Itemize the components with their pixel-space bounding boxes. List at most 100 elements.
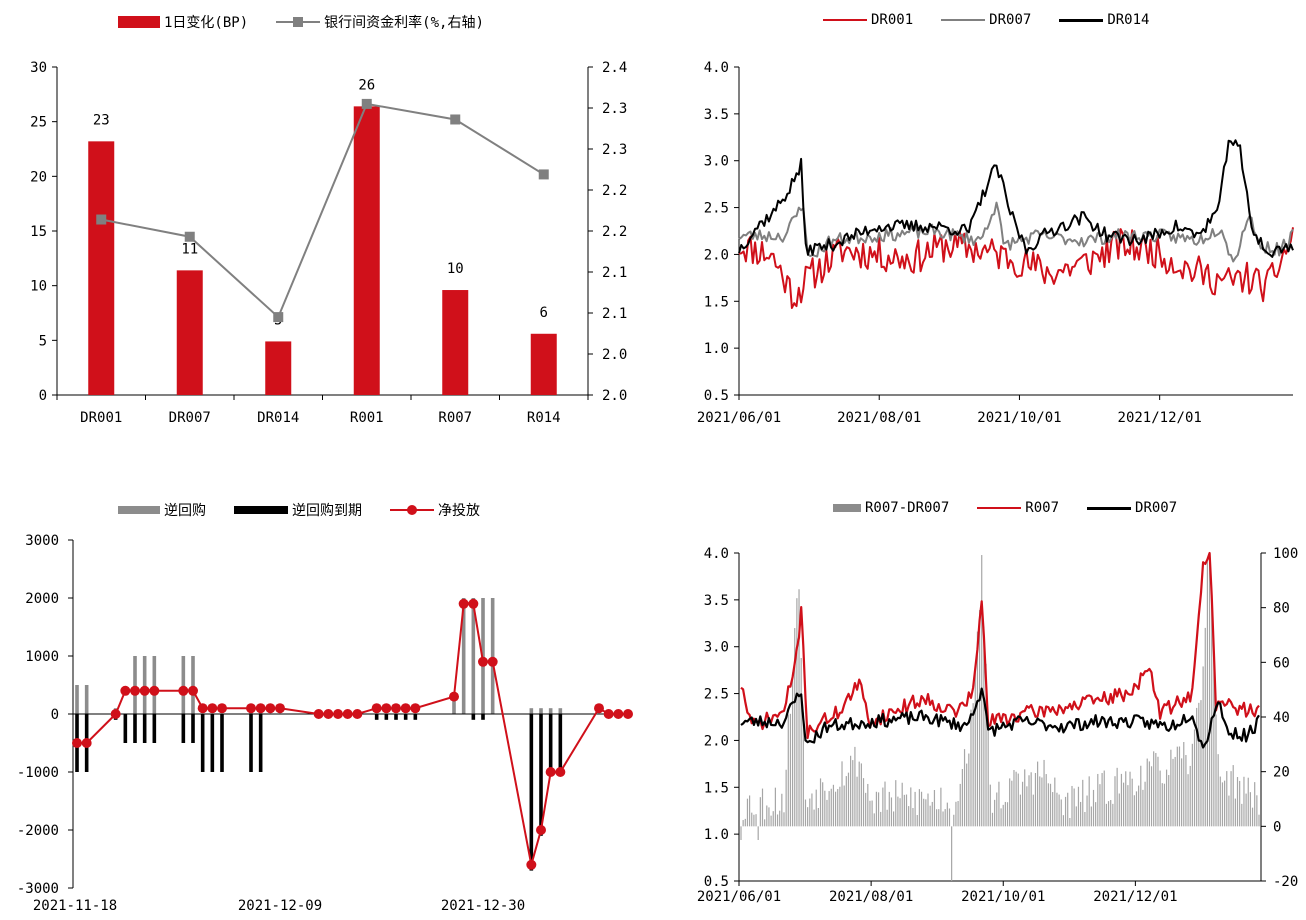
bar xyxy=(176,270,203,395)
bar-spread xyxy=(886,809,888,827)
line-marker xyxy=(120,685,131,696)
x-tick-label: R014 xyxy=(527,410,561,426)
line-marker xyxy=(188,685,198,696)
y-tick-label: -2000 xyxy=(17,823,59,839)
line-marker xyxy=(536,825,546,835)
bar-spread xyxy=(1138,785,1140,827)
bar-spread xyxy=(987,723,989,827)
bar-spread xyxy=(1047,783,1049,827)
bar-spread xyxy=(1191,743,1193,827)
line-marker xyxy=(545,767,556,777)
legend-label: 银行间资金利率(%,右轴) xyxy=(324,15,484,31)
legend-tl: 1日变化(BP) 银行间资金利率(%,右轴) xyxy=(118,12,484,32)
line-marker xyxy=(371,703,382,714)
legend-label: 1日变化(BP) xyxy=(164,15,249,31)
line-marker xyxy=(184,231,195,242)
bar-spread xyxy=(882,787,884,827)
line-marker xyxy=(207,703,218,714)
bar-spread xyxy=(927,793,929,827)
bar-reverse-repo xyxy=(452,696,456,714)
bar-spread xyxy=(1120,773,1123,827)
data-label: 10 xyxy=(447,261,464,277)
bar-spread xyxy=(1129,771,1131,827)
bar-reverse-repo-maturity xyxy=(200,714,205,772)
bar-spread xyxy=(985,663,987,827)
series-line-dr001 xyxy=(738,227,1294,309)
y-tick-label-right: -20 xyxy=(1273,874,1298,890)
bar-spread xyxy=(1155,752,1157,827)
bar-spread xyxy=(923,798,925,827)
bar-spread xyxy=(1159,770,1161,827)
bar-reverse-repo-maturity xyxy=(529,714,534,871)
bar-spread xyxy=(1004,801,1006,827)
bar-spread xyxy=(1239,780,1241,827)
bar-reverse-repo-maturity xyxy=(123,714,128,743)
y-tick-label-left: 2.5 xyxy=(704,687,729,703)
y-tick-label-left: 3.5 xyxy=(704,593,729,609)
line-marker xyxy=(265,703,276,714)
line-marker xyxy=(81,738,92,748)
bar-spread xyxy=(824,790,826,827)
bar-spread xyxy=(1232,765,1234,827)
bar-spread xyxy=(809,798,811,827)
bar-reverse-repo xyxy=(133,656,137,714)
bar-spread xyxy=(1213,658,1215,827)
legend-swatch-bar-icon xyxy=(234,506,288,514)
bar-reverse-repo-maturity xyxy=(258,714,263,772)
bar-spread xyxy=(916,815,918,827)
line-marker xyxy=(400,703,411,714)
line-marker xyxy=(313,709,324,719)
bar-spread xyxy=(1215,714,1217,827)
bar-spread xyxy=(884,781,886,827)
line-marker xyxy=(323,709,334,719)
bar-spread xyxy=(1017,773,1019,827)
bar-spread xyxy=(751,812,753,827)
series-line-interbank-rate xyxy=(101,102,545,319)
bar-spread xyxy=(957,801,959,827)
line-marker xyxy=(538,169,549,180)
bar-spread xyxy=(1243,776,1245,827)
y-tick-label-right: 0 xyxy=(1273,819,1281,835)
bar-spread xyxy=(1024,769,1026,827)
bar-spread xyxy=(1037,761,1039,827)
y-tick-label-right: 60 xyxy=(1273,655,1290,671)
x-tick-label: 2021/08/01 xyxy=(829,889,913,905)
panel-r007-dr007: R007-DR007 R007 DR007 0.5 1.0 1.5 2.0 2.5 3.0… xyxy=(653,460,1306,920)
y-tick-label: 2.0 xyxy=(704,247,729,263)
bar-spread xyxy=(966,763,968,827)
legend-br: R007-DR007 R007 DR007 xyxy=(833,500,1177,516)
bar-spread xyxy=(963,749,966,827)
bar-spread xyxy=(914,791,916,827)
bar-spread xyxy=(1189,765,1191,827)
x-tick-label: 2021/10/01 xyxy=(977,410,1061,426)
x-tick-label: DR001 xyxy=(80,410,122,426)
y-tick-label-left: 25 xyxy=(30,115,47,131)
data-label: 26 xyxy=(358,77,375,93)
bar-spread xyxy=(1170,749,1172,827)
bar-reverse-repo xyxy=(539,708,543,714)
legend-swatch-line-icon xyxy=(390,505,434,515)
chart-bl: -3000 -2000 -1000 0 1000 2000 3000 2021-11-18 20… xyxy=(17,533,633,914)
bar-spread xyxy=(1258,814,1260,827)
bar xyxy=(530,333,557,395)
bar-spread xyxy=(768,807,770,827)
bar-spread xyxy=(901,782,903,827)
legend-item-dr001: DR001 xyxy=(823,12,913,28)
y-tick-label: 1000 xyxy=(25,649,59,665)
legend-swatch-line-icon xyxy=(1087,506,1132,510)
bar-spread xyxy=(893,811,895,827)
bar-spread xyxy=(802,712,804,827)
data-label: 23 xyxy=(93,112,110,128)
line-marker xyxy=(623,709,633,719)
bar-reverse-repo xyxy=(142,656,147,714)
bar-spread xyxy=(774,787,776,827)
bar-spread xyxy=(755,814,757,827)
bar-spread xyxy=(1011,780,1013,827)
chart-tl: 0 5 10 15 20 25 30 2.0 2.0 2.1 2.1 2.2 2.2 2.3 2.3 2.4 D… xyxy=(30,60,627,426)
bar-spread xyxy=(1088,776,1090,827)
y-tick-label-right: 2.2 xyxy=(602,183,627,199)
bar-spread xyxy=(1075,806,1077,827)
bar-spread xyxy=(1208,553,1211,827)
y-tick-label: 4.0 xyxy=(704,60,729,76)
bar-spread xyxy=(748,795,751,827)
